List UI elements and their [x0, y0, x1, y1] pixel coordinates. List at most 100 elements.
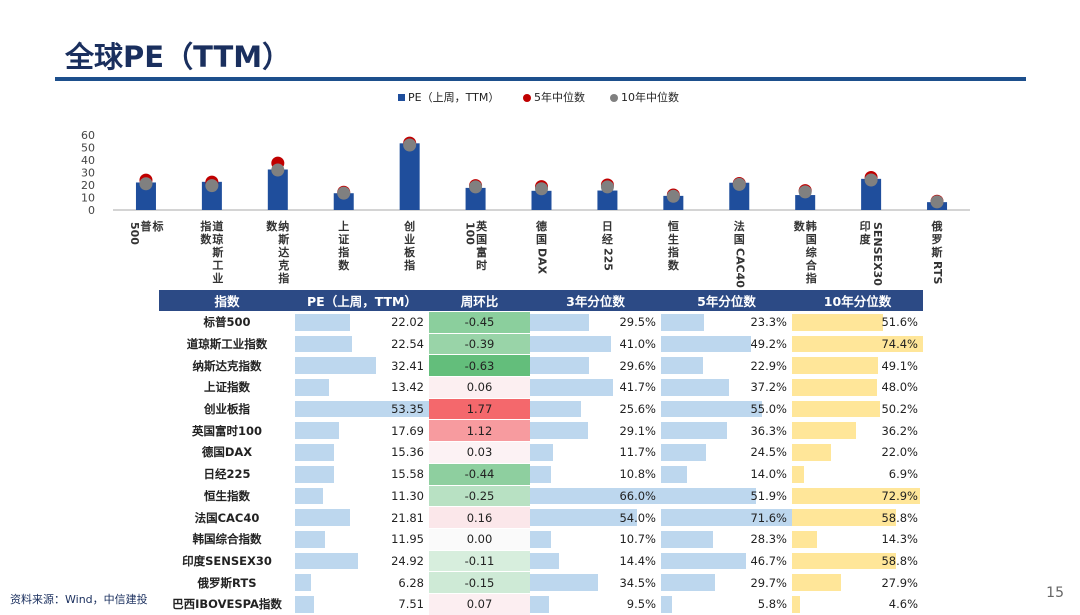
bar-pe: [861, 178, 882, 210]
legend-label-5y: 5年中位数: [534, 90, 585, 104]
cell-10y-percentile-bar: [792, 465, 805, 483]
cell-3y-percentile-value: 10.8%: [619, 467, 656, 482]
bar-pe: [729, 182, 750, 210]
dot-10y-median: [864, 173, 878, 187]
header-index: 指数: [159, 290, 295, 312]
table-row: 英国富时100 17.69 1.12 29.1% 36.3% 36.2%: [159, 419, 923, 442]
x-tick-label: 指: [806, 271, 817, 285]
cell-pe-value: 21.81: [391, 510, 424, 525]
dot-10y-median: [139, 177, 153, 191]
cell-5y-percentile-value: 14.0%: [750, 467, 787, 482]
cell-pe-bar: [295, 379, 329, 396]
cell-weekly-change: -0.25: [429, 484, 530, 507]
x-tick-label: 日: [602, 220, 613, 233]
cell-pe: 7.51: [295, 592, 429, 615]
x-tick-label: 数: [794, 219, 806, 233]
cell-10y-percentile: 74.4%: [792, 332, 923, 355]
cell-pe-bar: [295, 335, 352, 353]
x-tick-label: 斯: [212, 245, 223, 259]
legend-swatch-pe: [398, 94, 405, 101]
cell-weekly-change-value: -0.25: [464, 488, 495, 503]
cell-pe-bar: [295, 357, 377, 375]
x-tick-label: 创: [403, 219, 415, 233]
cell-10y-percentile-value: 6.9%: [888, 467, 918, 482]
cell-10y-percentile: 48.0%: [792, 376, 923, 399]
x-tick-label: 板: [404, 245, 416, 259]
cell-weekly-change-value: -0.15: [464, 575, 495, 590]
cell-weekly-change: 0.03: [429, 441, 530, 464]
y-tick-label: 40: [81, 154, 95, 167]
dot-10y-median: [469, 180, 483, 194]
cell-5y-percentile-bar: [661, 595, 672, 613]
x-tick-label: 普: [140, 219, 151, 233]
cell-5y-percentile: 14.0%: [661, 462, 792, 485]
cell-pe-bar: [295, 422, 340, 440]
cell-pe-bar: [295, 444, 334, 461]
cell-5y-percentile-bar: [661, 574, 716, 591]
cell-pe: 17.69: [295, 419, 429, 442]
cell-pe: 15.58: [295, 462, 429, 485]
table-row: 创业板指 53.35 1.77 25.6% 55.0% 50.2%: [159, 397, 923, 420]
cell-3y-percentile: 41.7%: [530, 376, 661, 399]
header-3y-percentile: 3年分位数: [530, 290, 661, 312]
table-row: 恒生指数 11.30 -0.25 66.0% 51.9% 72.9%: [159, 484, 923, 507]
cell-index-name: 巴西IBOVESPA指数: [159, 592, 295, 615]
x-tick-label: 标: [151, 219, 163, 233]
cell-3y-percentile-bar: [530, 379, 613, 396]
cell-pe-bar: [295, 530, 325, 548]
cell-pe-value: 11.95: [391, 532, 424, 547]
cell-5y-percentile: 51.9%: [661, 484, 792, 507]
cell-10y-percentile-bar: [792, 314, 883, 331]
cell-5y-percentile-bar: [661, 400, 762, 418]
cell-pe-bar: [295, 509, 350, 526]
y-tick-label: 60: [81, 129, 95, 142]
cell-3y-percentile-value: 34.5%: [619, 575, 656, 590]
cell-5y-percentile-bar: [661, 487, 756, 505]
cell-10y-percentile-value: 48.0%: [881, 380, 918, 395]
cell-pe-bar: [295, 314, 351, 331]
cell-5y-percentile-value: 22.9%: [750, 358, 787, 373]
cell-3y-percentile-bar: [530, 335, 612, 353]
cell-pe-value: 11.30: [391, 488, 424, 503]
cell-3y-percentile: 29.1%: [530, 419, 661, 442]
cell-pe: 32.41: [295, 354, 429, 377]
cell-3y-percentile-bar: [530, 595, 549, 613]
cell-5y-percentile-value: 37.2%: [750, 380, 787, 395]
cell-10y-percentile-value: 72.9%: [881, 488, 918, 503]
x-tick-label: 琼: [212, 232, 223, 246]
cell-10y-percentile-value: 50.2%: [881, 402, 918, 417]
cell-3y-percentile-value: 54.0%: [619, 510, 656, 525]
cell-3y-percentile-value: 29.6%: [619, 358, 656, 373]
cell-pe-value: 24.92: [391, 553, 424, 568]
header-10y-percentile: 10年分位数: [792, 290, 923, 312]
x-tick-label: 数: [668, 258, 680, 272]
x-tick-label: 道: [212, 219, 223, 233]
dot-10y-median: [930, 195, 944, 209]
cell-3y-percentile-bar: [530, 422, 588, 440]
x-tick-label: 业: [212, 271, 223, 285]
x-tick-label: CAC40: [733, 248, 746, 288]
title-rule: [55, 77, 1026, 81]
cell-5y-percentile-bar: [661, 357, 703, 375]
x-tick-label: 国: [806, 233, 817, 246]
y-tick-label: 50: [81, 142, 95, 155]
cell-pe: 11.95: [295, 527, 429, 551]
cell-index-name: 恒生指数: [159, 484, 295, 507]
cell-weekly-change: -0.11: [429, 549, 530, 572]
page-title: 全球PE（TTM）: [65, 40, 292, 74]
x-tick-label: 证: [338, 233, 349, 246]
cell-5y-percentile: 24.5%: [661, 441, 792, 464]
cell-5y-percentile-value: 49.2%: [750, 337, 787, 352]
cell-5y-percentile: 37.2%: [661, 376, 792, 399]
x-tick-label: 指: [668, 245, 679, 259]
header-5y-percentile: 5年分位数: [661, 290, 792, 312]
cell-3y-percentile-bar: [530, 400, 581, 418]
cell-3y-percentile-value: 14.4%: [619, 553, 656, 568]
x-tick-label: 数: [200, 232, 212, 246]
x-tick-label: 工: [212, 259, 223, 272]
x-tick-label: 100: [464, 222, 477, 245]
cell-weekly-change: -0.15: [429, 571, 530, 594]
cell-10y-percentile-bar: [792, 595, 801, 613]
cell-3y-percentile: 66.0%: [530, 484, 661, 507]
